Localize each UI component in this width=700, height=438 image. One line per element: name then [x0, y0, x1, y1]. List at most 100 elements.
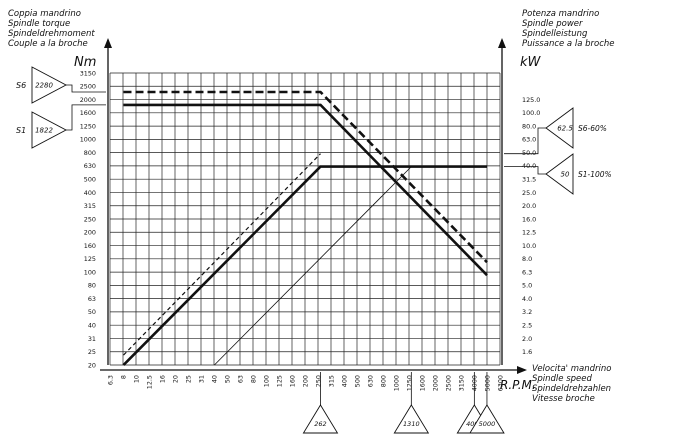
left-axis-title-line: Spindeldrehmoment [8, 29, 95, 39]
x-tick-label: 2000 [431, 375, 439, 391]
left-badge-mode: S6 [16, 81, 26, 90]
x-axis-unit: R.P.M. [500, 378, 536, 392]
right-axis-title-line: Spindelleistung [522, 29, 588, 39]
x-tick-label: 800 [379, 375, 387, 387]
axes [100, 38, 527, 374]
left-tick-label: 800 [84, 149, 96, 157]
x-tick-label: 1000 [392, 375, 400, 391]
series-line-power-s1 [122, 165, 487, 366]
left-tick-label: 1000 [80, 136, 96, 144]
left-tick-label: 80 [88, 282, 96, 290]
x-tick-label: 160 [288, 375, 296, 387]
x-badge-value: 4000 [466, 420, 483, 428]
left-tick-label: 125 [84, 255, 96, 263]
right-tick-label: 1.6 [522, 348, 532, 356]
left-badge: S6 2280 [16, 66, 106, 104]
right-tick-label: 2.0 [522, 335, 532, 343]
x-tick-label: 50 [223, 375, 231, 383]
x-badge-value: 262 [314, 420, 326, 428]
left-tick-label: 40 [88, 321, 96, 329]
x-tick-label: 1600 [418, 375, 426, 391]
right-badge-value: 50 [561, 171, 570, 179]
x-tick-label: 3150 [457, 375, 465, 391]
right-tick-label: 10.0 [522, 242, 536, 250]
x-tick-label: 25 [184, 375, 192, 383]
left-tick-label: 160 [84, 242, 96, 250]
right-axis-title: Potenza mandrino Spindle power Spindelle… [522, 9, 615, 49]
left-badge: S1 1822 [16, 104, 106, 149]
x-tick-label: 400 [340, 375, 348, 387]
x-badge: 1310 [393, 372, 430, 434]
x-tick-label: 63 [236, 375, 244, 383]
right-axis-unit: kW [520, 55, 542, 70]
left-axis-title-line: Couple a la broche [8, 39, 88, 49]
x-axis-title-line: Spindeldrehzahlen [532, 384, 611, 394]
series [122, 90, 488, 366]
left-tick-label: 250 [84, 215, 96, 223]
left-tick-label: 500 [84, 175, 96, 183]
left-axis-arrow [104, 38, 112, 48]
x-tick-label: 40 [210, 375, 218, 383]
right-axis-title-line: Spindle power [522, 19, 583, 29]
x-tick-label: 500 [353, 375, 361, 387]
x-tick-label: 100 [262, 375, 270, 387]
right-tick-label: 12.5 [522, 229, 536, 237]
x-badge-value: 1310 [403, 420, 420, 428]
left-tick-label: 1250 [80, 122, 96, 130]
left-tick-label: 50 [88, 308, 96, 316]
x-tick-label: 2500 [444, 375, 452, 391]
right-tick-label: 50.0 [522, 149, 536, 157]
x-tick-label: 630 [366, 375, 374, 387]
right-badge-triangle [545, 153, 574, 195]
left-tick-label: 630 [84, 162, 96, 170]
right-tick-label: 63.0 [522, 136, 536, 144]
right-badge: 62.5 S6-60% [504, 107, 607, 155]
left-badge-triangle [31, 66, 67, 104]
left-tick-label: 400 [84, 189, 96, 197]
x-axis-title-line: Velocita' mandrino [532, 364, 611, 374]
left-tick-label: 63 [88, 295, 96, 303]
x-tick-label: 10 [132, 375, 140, 383]
right-tick-label: 80.0 [522, 122, 536, 130]
left-axis-title-line: Coppia mandrino [8, 9, 81, 19]
right-axis-title-line: Potenza mandrino [522, 9, 599, 19]
right-tick-label: 6.3 [522, 268, 532, 276]
right-tick-label: 5.0 [522, 282, 532, 290]
x-badge-value: 5000 [479, 420, 496, 428]
x-badge: 262 [302, 372, 339, 434]
x-axis-title: Velocita' mandrino Spindle speed Spindel… [532, 364, 611, 404]
right-badge: 50 S1-100% [504, 153, 612, 195]
right-tick-label: 31.5 [522, 175, 536, 183]
right-badge-leader [504, 127, 546, 155]
right-axis-arrow [498, 38, 506, 48]
series-line-torque-s1 [123, 103, 488, 277]
x-tick-label: 16 [158, 375, 166, 383]
x-tick-label: 8 [119, 375, 127, 379]
left-axis-unit: Nm [74, 55, 96, 70]
right-tick-label: 2.5 [522, 321, 532, 329]
right-tick-label: 3.2 [522, 308, 532, 316]
x-axis-title-line: Vitesse broche [532, 394, 595, 404]
left-badge-leader [66, 84, 106, 93]
right-tick-label: 100.0 [522, 109, 540, 117]
x-tick-label: 250 [314, 375, 322, 387]
right-tick-label: 20.0 [522, 202, 536, 210]
left-axis-title: Coppia mandrino Spindle torque Spindeldr… [8, 9, 95, 49]
x-tick-label: 315 [327, 375, 335, 387]
x-badge-triangle [302, 404, 339, 434]
x-tick-label: 6300 [496, 375, 504, 391]
left-tick-label: 1600 [80, 109, 96, 117]
left-tick-label: 100 [84, 268, 96, 276]
left-tick-label: 25 [88, 348, 96, 356]
x-tick-label: 1250 [405, 375, 413, 391]
left-badge-leader [66, 104, 106, 131]
left-badge-triangle [31, 111, 67, 149]
series-line-torque-s6 [123, 90, 488, 264]
right-badge-triangle [545, 107, 574, 149]
left-tick-label: 2000 [80, 96, 96, 104]
x-badge-triangle [469, 404, 505, 434]
right-badge-label: S1-100% [578, 170, 612, 179]
x-tick-label: 125 [275, 375, 283, 387]
right-axis-title-line: Puissance a la broche [522, 39, 615, 49]
